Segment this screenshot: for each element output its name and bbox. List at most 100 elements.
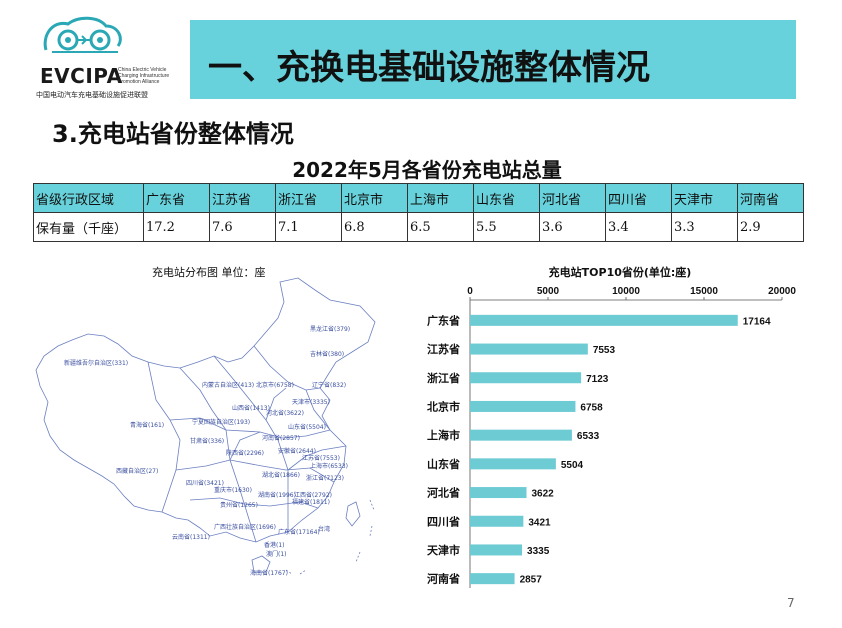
table-title: 2022年5月各省份充电站总量 <box>292 158 562 182</box>
map-label: 北京市(6758) <box>256 382 294 389</box>
map-label: 台湾 <box>318 526 331 533</box>
table-cell: 3.4 <box>605 212 672 242</box>
x-tick-label: 0 <box>467 286 473 297</box>
data-label: 6533 <box>577 431 600 442</box>
page-number: 7 <box>787 596 795 610</box>
category-label: 天津市 <box>427 543 460 557</box>
category-label: 四川省 <box>427 514 460 528</box>
map-label: 贵州省(1265) <box>220 502 258 509</box>
x-tick-label: 10000 <box>612 286 640 297</box>
table-cell: 6.5 <box>407 212 474 242</box>
map-label: 山西省(1413) <box>232 405 270 412</box>
map-label: 四川省(3421) <box>186 480 224 487</box>
section-number: 3. <box>52 120 78 148</box>
bar <box>470 573 515 585</box>
category-label: 河南省 <box>427 572 460 586</box>
map-label: 陕西省(2296) <box>226 450 264 457</box>
data-label: 7123 <box>586 374 609 385</box>
logo-subtitle-cn: 中国电动汽车充电基础设施促进联盟 <box>36 91 148 99</box>
section-heading: 3.充电站省份整体情况 <box>52 114 294 149</box>
map-label: 天津市(3335) <box>292 399 330 406</box>
data-label: 3622 <box>532 489 555 500</box>
map-label: 宁夏回族自治区(193) <box>192 419 251 426</box>
data-label: 17164 <box>743 316 771 327</box>
bar <box>470 314 738 326</box>
table-row: 保有量（千座） 17.2 7.6 7.1 6.8 6.5 5.5 3.6 3.4… <box>33 212 804 242</box>
title-banner: 一、充换电基础设施整体情况 <box>190 20 796 99</box>
table-cell: 17.2 <box>143 212 210 242</box>
table-cell: 5.5 <box>473 212 540 242</box>
map-label: 新疆维吾尔自治区(331) <box>64 360 129 367</box>
bar <box>470 515 524 527</box>
table-header-cell: 天津市 <box>671 183 738 213</box>
logo-brand: EVCIPA <box>40 64 123 88</box>
bar <box>470 343 588 355</box>
table-header-cell: 广东省 <box>143 183 210 213</box>
data-label: 3335 <box>527 546 550 557</box>
category-label: 上海市 <box>427 428 460 442</box>
china-map: 黑龙江省(379) 吉林省(380) 新疆维吾尔自治区(331) 内蒙古自治区(… <box>30 270 400 580</box>
table-cell: 3.3 <box>671 212 738 242</box>
table-cell: 6.8 <box>341 212 408 242</box>
map-label: 吉林省(380) <box>310 351 345 358</box>
china-outline-map <box>35 277 376 575</box>
table-cell: 3.6 <box>539 212 606 242</box>
page-title: 一、充换电基础设施整体情况 <box>208 48 650 88</box>
bar <box>470 544 523 556</box>
logo-subtitle-en: China Electric Vehicle Charging Infrastr… <box>118 67 170 85</box>
map-label: 海南省(1767) <box>250 570 288 577</box>
top10-bar-chart: 充电站TOP10省份(单位:座) 0 5000 10000 15000 20000 广东省… <box>400 258 820 588</box>
table-header-cell: 河南省 <box>737 183 804 213</box>
map-label: 上海市(6533) <box>310 463 348 470</box>
table-header-cell: 上海市 <box>407 183 474 213</box>
map-label: 山东省(5504) <box>288 424 326 431</box>
table-header-cell: 江苏省 <box>209 183 276 213</box>
table-cell: 7.6 <box>209 212 276 242</box>
category-label: 江苏省 <box>427 342 460 356</box>
map-label: 浙江省(7123) <box>306 475 344 482</box>
map-label: 黑龙江省(379) <box>310 326 351 333</box>
table-cell: 2.9 <box>737 212 804 242</box>
map-label: 青海省(161) <box>130 422 165 429</box>
bar <box>470 400 576 412</box>
data-label: 2857 <box>520 575 543 586</box>
chart-title: 充电站TOP10省份(单位:座) <box>548 266 692 279</box>
map-label: 安徽省(2644) <box>278 448 316 455</box>
table-header-cell: 山东省 <box>473 183 540 213</box>
category-label: 北京市 <box>427 399 460 413</box>
map-label: 广东省(17164) <box>278 529 320 536</box>
map-label: 香港(1) <box>264 542 285 549</box>
x-tick-label: 5000 <box>537 286 560 297</box>
map-label: 内蒙古自治区(413) <box>202 382 255 389</box>
map-label: 福建省(1811) <box>292 499 330 506</box>
table-header-cell: 浙江省 <box>275 183 342 213</box>
section-title: 充电站省份整体情况 <box>77 120 294 148</box>
table-header-cell: 北京市 <box>341 183 408 213</box>
category-label: 广东省 <box>427 313 460 327</box>
x-tick-label: 20000 <box>768 286 796 297</box>
bar <box>470 372 582 384</box>
table-header-label: 省级行政区域 <box>33 183 144 213</box>
map-label: 西藏自治区(27) <box>116 468 159 475</box>
map-label: 江西省(2792) <box>294 492 332 499</box>
table-header-row: 省级行政区域 广东省 江苏省 浙江省 北京市 上海市 山东省 河北省 四川省 天… <box>33 183 804 213</box>
map-label: 湖北省(1866) <box>262 472 300 479</box>
category-label: 河北省 <box>427 486 460 500</box>
x-tick-label: 15000 <box>690 286 718 297</box>
map-label: 河南省(2857) <box>262 435 300 442</box>
map-label: 广西壮族自治区(1696) <box>214 524 276 531</box>
map-label: 江苏省(7553) <box>302 455 340 462</box>
bar <box>470 487 527 499</box>
data-label: 3421 <box>528 517 551 528</box>
data-label: 7553 <box>593 345 616 356</box>
map-label: 甘肃省(336) <box>190 438 225 445</box>
map-title: 充电站分布图 单位：座 <box>152 266 266 279</box>
category-label: 浙江省 <box>427 371 460 385</box>
map-label: 澳门(1) <box>266 551 287 558</box>
category-label: 山东省 <box>427 457 460 471</box>
map-label: 河北省(3622) <box>266 410 304 417</box>
map-label: 湖南省(1996) <box>258 492 296 499</box>
bar <box>470 458 556 470</box>
province-table: 省级行政区域 广东省 江苏省 浙江省 北京市 上海市 山东省 河北省 四川省 天… <box>33 183 804 242</box>
bar-chart-svg: 0 5000 10000 15000 20000 广东省 17164 江苏省 7553 浙江省 71… <box>427 286 796 588</box>
